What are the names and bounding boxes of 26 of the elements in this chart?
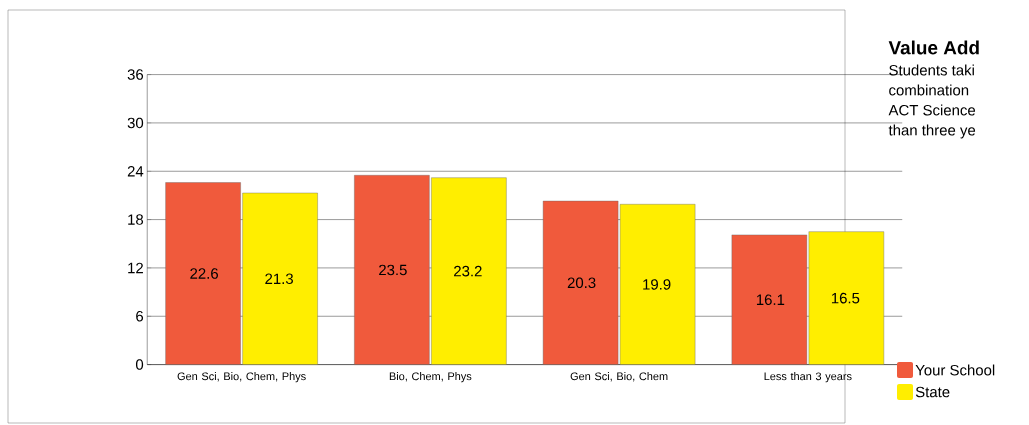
data-label: 16.5 [831,292,860,304]
y-tick-label: 36 [127,69,144,80]
y-tick-label: 18 [128,214,144,225]
x-tick-label: Bio, Chem, Phys [389,372,472,383]
annotation: Students taki [889,64,974,76]
y-tick-label: 0 [135,359,144,370]
data-label: 22.6 [190,268,218,279]
y-tick-label: 30 [127,117,144,129]
y-tick-label: 12 [128,262,143,274]
annotation: ACT Science [888,104,976,116]
legend-label: Your School [915,364,995,376]
data-label: 23.5 [379,264,407,276]
annotation: combination [889,84,969,96]
data-label: 21.3 [265,273,293,285]
data-label: 19.9 [643,279,671,290]
chart-title: Value Add [888,40,979,55]
y-tick-label: 6 [136,310,144,322]
legend-label: State [915,386,950,398]
data-label: 23.2 [454,265,482,277]
data-label: 16.1 [756,294,785,306]
y-tick-label: 24 [127,166,144,177]
x-tick-label: Gen Sci, Bio, Chem [570,372,668,382]
x-tick-label: Gen Sci, Bio, Chem, Phys [177,372,306,383]
data-label: 20.3 [567,277,596,289]
annotation: than three ye [888,124,976,139]
x-tick-label: Less than 3 years [764,372,852,383]
